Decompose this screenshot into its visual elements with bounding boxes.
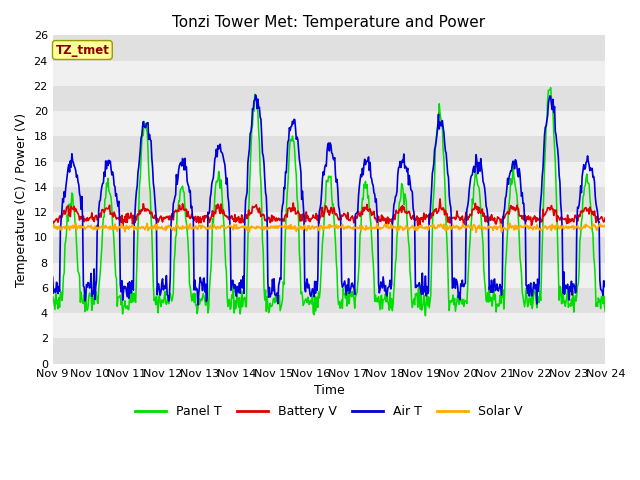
Battery V [116,217,124,223]
Panel T [547,85,554,91]
Battery V [397,204,404,210]
Air T [397,160,405,166]
Line: Solar V: Solar V [52,223,605,232]
Y-axis label: Temperature (C) / Power (V): Temperature (C) / Power (V) [15,112,28,287]
Panel T [201,297,209,303]
Bar [52,162,605,187]
Bar [52,313,605,338]
Bar [52,187,605,212]
Battery V [602,215,609,221]
Air T [194,302,202,308]
Bar [52,238,605,263]
Legend: Panel T, Battery V, Air T, Solar V: Panel T, Battery V, Air T, Solar V [130,400,528,423]
Battery V [202,215,209,221]
Solar V [59,225,67,230]
Solar V [201,225,209,231]
Bar [52,338,605,364]
Panel T [602,309,609,314]
Air T [252,92,259,98]
Battery V [173,209,180,215]
Battery V [59,212,67,218]
Bar [52,288,605,313]
Panel T [412,292,420,298]
Panel T [172,234,179,240]
Panel T [396,198,404,204]
Solar V [49,222,56,228]
Battery V [436,196,444,202]
Bar [52,263,605,288]
Battery V [119,223,127,229]
Air T [49,274,56,280]
Panel T [59,291,67,297]
Text: TZ_tmet: TZ_tmet [56,44,109,57]
Line: Air T: Air T [52,95,605,305]
Panel T [49,294,56,300]
Bar [52,136,605,162]
X-axis label: Time: Time [314,384,344,397]
Bar [52,36,605,60]
Solar V [172,224,179,230]
Solar V [396,223,404,228]
Solar V [412,225,420,230]
Air T [116,216,124,221]
Air T [172,192,179,198]
Battery V [49,218,56,224]
Bar [52,86,605,111]
Bar [52,212,605,238]
Panel T [422,313,429,319]
Air T [202,281,209,287]
Battery V [413,213,420,219]
Air T [414,283,422,289]
Bar [52,111,605,136]
Line: Battery V: Battery V [52,199,605,226]
Solar V [506,220,514,226]
Bar [52,60,605,86]
Air T [602,278,609,284]
Panel T [116,294,124,300]
Solar V [472,229,480,235]
Solar V [116,224,124,229]
Title: Tonzi Tower Met: Temperature and Power: Tonzi Tower Met: Temperature and Power [172,15,486,30]
Solar V [602,222,609,228]
Air T [59,196,67,202]
Line: Panel T: Panel T [52,88,605,316]
